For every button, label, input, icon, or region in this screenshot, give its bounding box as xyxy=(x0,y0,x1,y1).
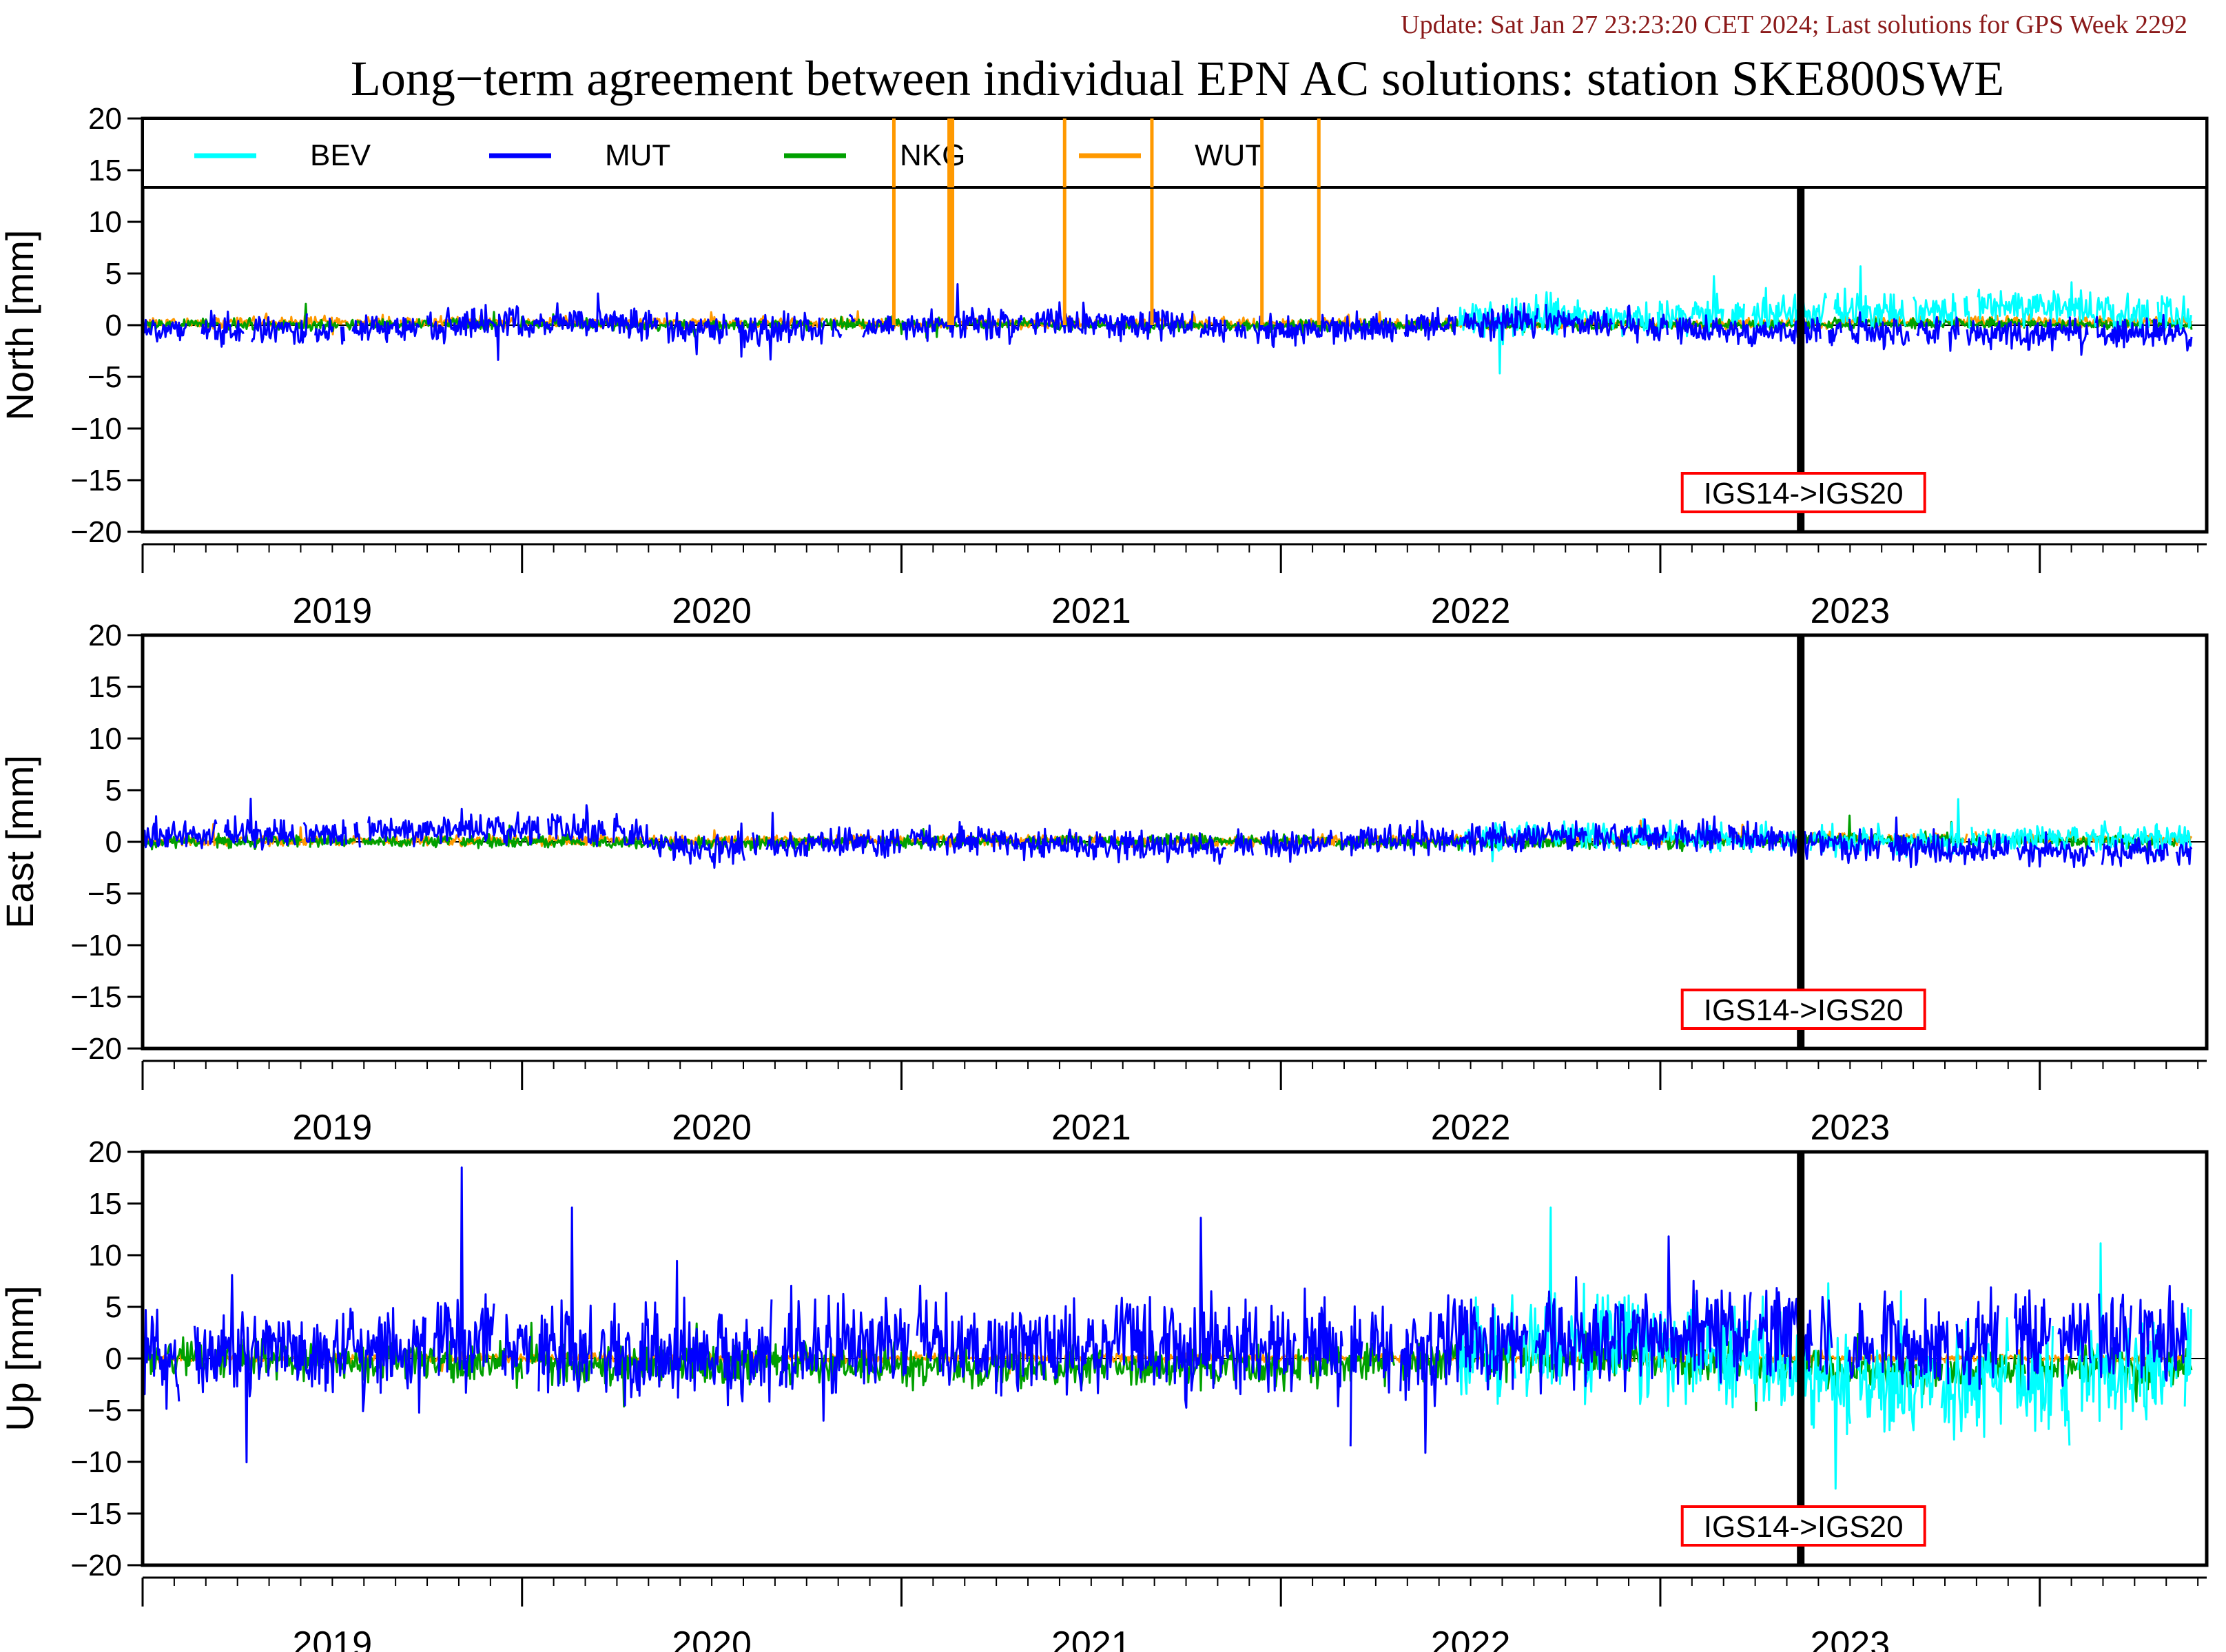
year-label: 2020 xyxy=(672,1624,752,1652)
year-label: 2022 xyxy=(1431,1624,1511,1652)
y-tick-label: 15 xyxy=(88,154,122,187)
y-tick-label: −15 xyxy=(70,464,122,497)
y-tick-label: 0 xyxy=(105,1342,122,1376)
legend-label-bev: BEV xyxy=(310,138,371,172)
y-tick-label: 5 xyxy=(105,774,122,807)
frame-change-box xyxy=(1680,989,1926,1030)
y-tick-label: 10 xyxy=(88,205,122,239)
plot-area xyxy=(143,797,2193,869)
legend-label-nkg: NKG xyxy=(900,138,965,172)
year-label: 2023 xyxy=(1810,1108,1890,1148)
y-tick-label: 20 xyxy=(88,619,122,652)
legend-spikes xyxy=(892,118,1321,187)
panel-up: 20 15 10 5 0 −5 −10 −15 −20 Up [mm] 2019 2020 2021 20… xyxy=(0,1135,2209,1652)
frame-change-label: IGS14->IGS20 xyxy=(1680,989,1926,1030)
year-label: 2020 xyxy=(672,1108,752,1148)
y-axis-label: Up [mm] xyxy=(0,1286,41,1432)
year-label: 2020 xyxy=(672,591,752,631)
y-tick-label: 10 xyxy=(88,1239,122,1272)
year-label: 2021 xyxy=(1051,1624,1131,1652)
y-tick-label: −15 xyxy=(70,980,122,1014)
plot-area xyxy=(143,1166,2193,1490)
frame-change-box xyxy=(1680,1505,1926,1547)
y-tick-label: 0 xyxy=(105,825,122,859)
y-tick-label: −5 xyxy=(87,1394,122,1427)
y-tick-label: −10 xyxy=(70,929,122,962)
legend-label-mut: MUT xyxy=(605,138,670,172)
y-tick-label: −5 xyxy=(87,877,122,911)
series-bev xyxy=(1458,265,2192,375)
year-label: 2019 xyxy=(293,1108,373,1148)
y-tick-label: 20 xyxy=(88,102,122,136)
y-tick-label: −10 xyxy=(70,1445,122,1479)
panel-north: 20 15 10 5 0 −5 −10 −15 −20 North [mm] 2019 2020 202… xyxy=(0,102,2209,631)
y-tick-label: −20 xyxy=(70,1032,122,1066)
year-label: 2022 xyxy=(1431,1108,1511,1148)
year-label: 2019 xyxy=(293,1624,373,1652)
year-label: 2023 xyxy=(1810,591,1890,631)
y-tick-label: 5 xyxy=(105,257,122,291)
frame-change-text: IGS14->IGS20 xyxy=(1704,477,1904,510)
update-text: Update: Sat Jan 27 23:23:20 CET 2024; La… xyxy=(1401,10,2187,39)
frame-change-text: IGS14->IGS20 xyxy=(1704,1510,1904,1544)
year-label: 2022 xyxy=(1431,591,1511,631)
y-axis-label: North [mm] xyxy=(0,230,41,421)
legend-box xyxy=(141,117,2208,189)
y-tick-label: 15 xyxy=(88,1187,122,1221)
y-tick-label: −20 xyxy=(70,515,122,549)
y-tick-label: 10 xyxy=(88,722,122,756)
year-label: 2021 xyxy=(1051,1108,1131,1148)
y-axis-label: East [mm] xyxy=(0,755,41,929)
y-tick-label: −20 xyxy=(70,1549,122,1582)
y-tick-label: 20 xyxy=(88,1135,122,1169)
y-tick-label: −10 xyxy=(70,412,122,446)
frame-change-label: IGS14->IGS20 xyxy=(1680,472,1926,513)
year-label: 2023 xyxy=(1810,1624,1890,1652)
legend-label-wut: WUT xyxy=(1195,138,1264,172)
frame-change-box xyxy=(1680,472,1926,513)
y-tick-label: −15 xyxy=(70,1497,122,1531)
y-tick-label: 15 xyxy=(88,670,122,704)
y-tick-label: 5 xyxy=(105,1290,122,1324)
y-tick-label: −5 xyxy=(87,360,122,394)
legend: BEV MUT NKG WUT xyxy=(141,117,2208,189)
panel-east: 20 15 10 5 0 −5 −10 −15 −20 East [mm] 2019 2020 2021… xyxy=(0,619,2209,1148)
frame-change-label: IGS14->IGS20 xyxy=(1680,1505,1926,1547)
series-mut xyxy=(143,1166,2187,1464)
chart-title: Long−term agreement between individual E… xyxy=(351,51,2004,106)
y-tick-label: 0 xyxy=(105,309,122,342)
frame-change-text: IGS14->IGS20 xyxy=(1704,993,1904,1027)
year-label: 2021 xyxy=(1051,591,1131,631)
year-label: 2019 xyxy=(293,591,373,631)
series-mut xyxy=(143,283,2193,361)
